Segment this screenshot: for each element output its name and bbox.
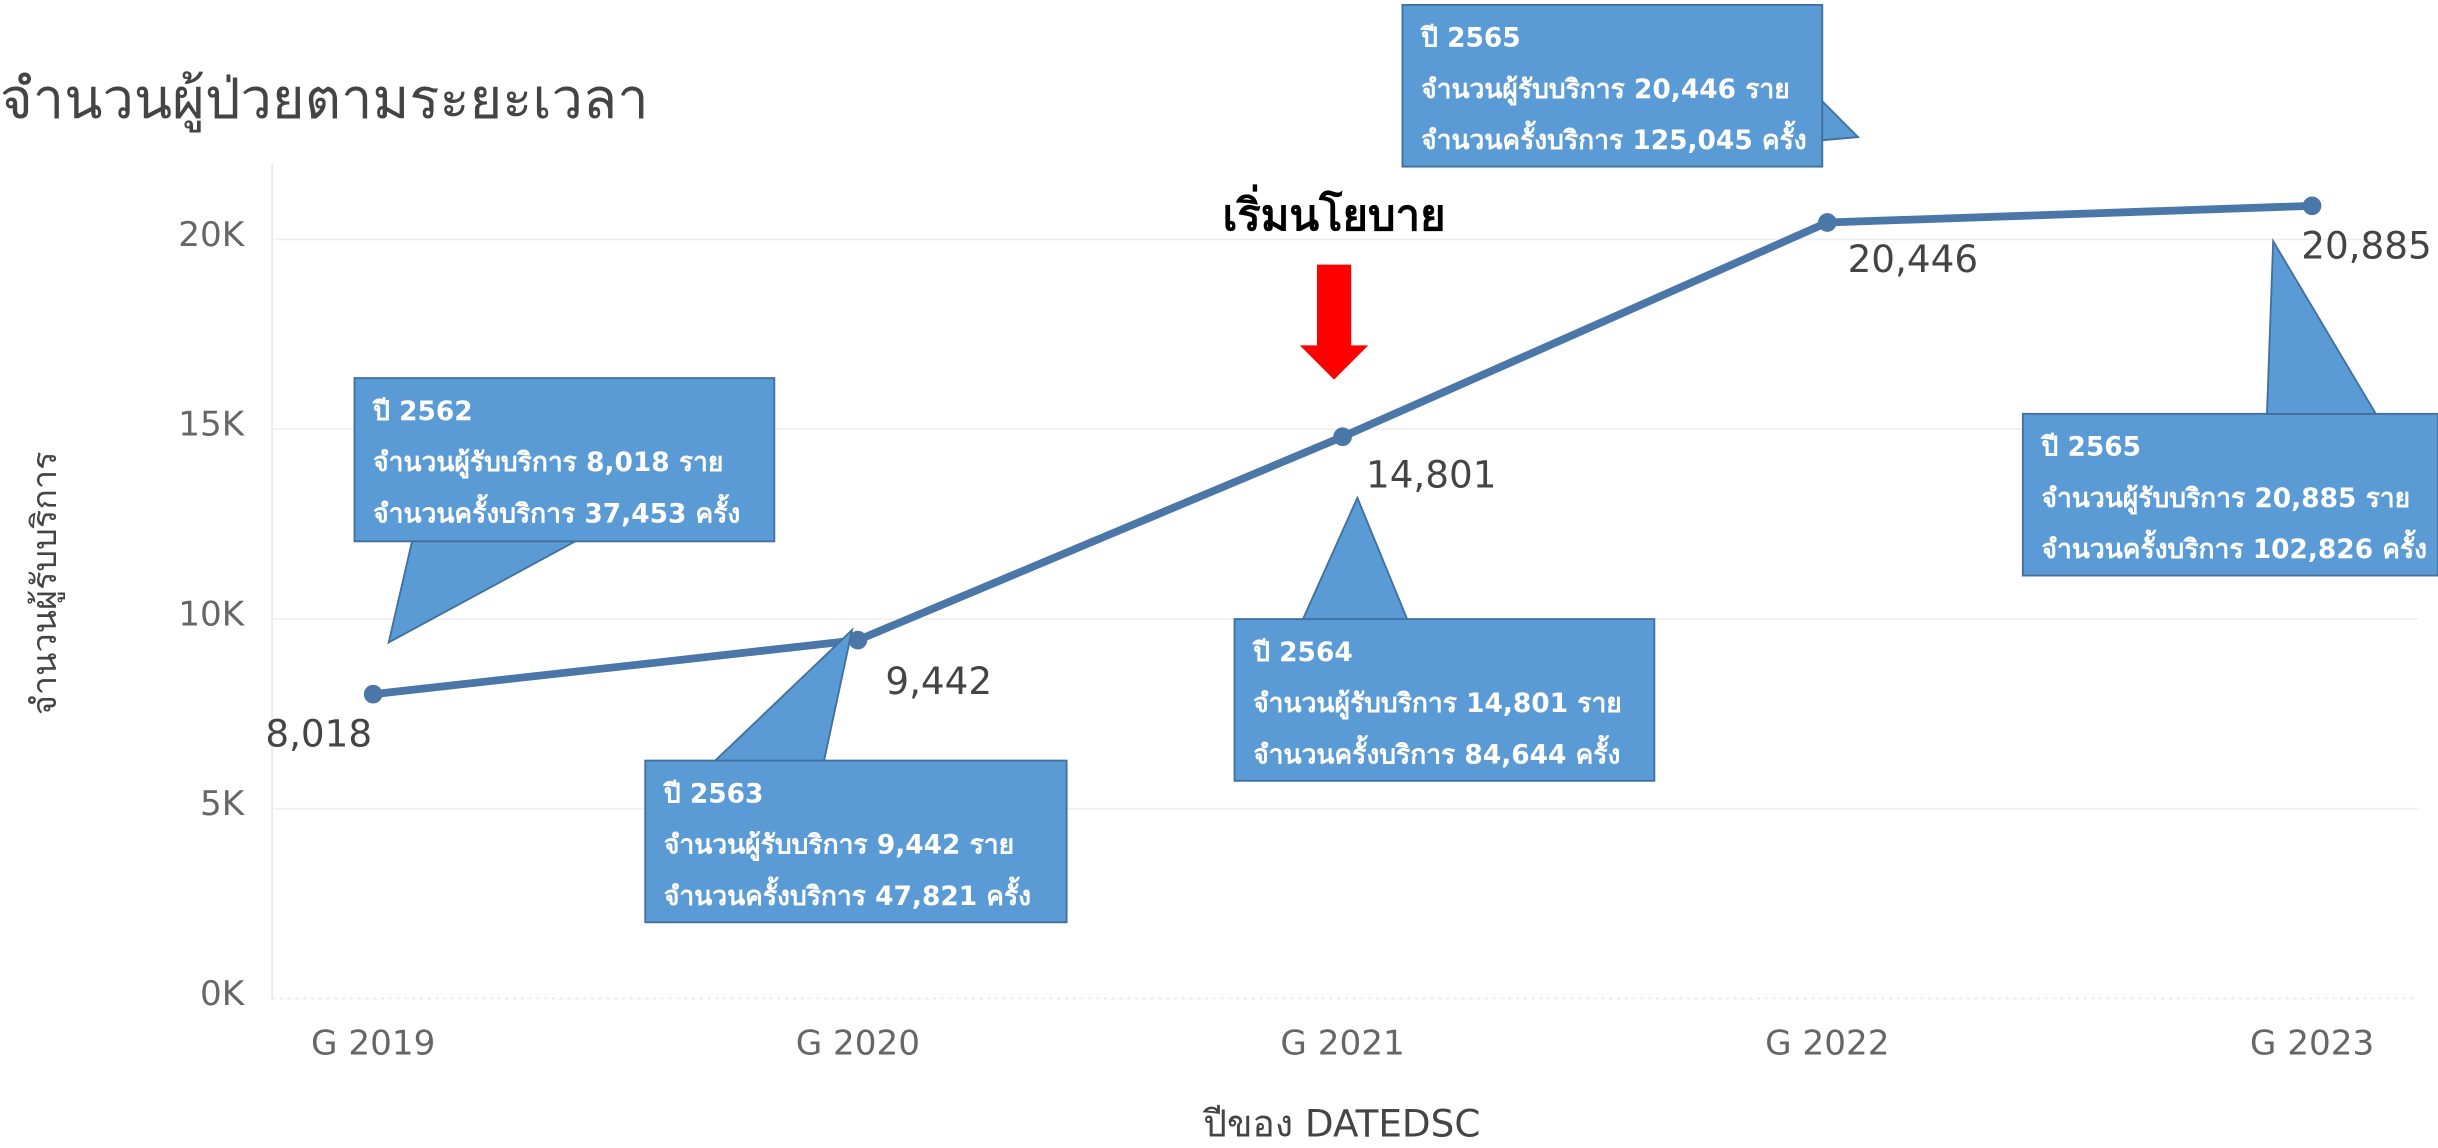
point xyxy=(1333,427,1352,447)
policy-arrow xyxy=(1299,264,1369,380)
chart-title: จำนวนผู้ป่วยตามระยะเวลา xyxy=(0,67,649,133)
x-tick-label: G 2021 xyxy=(1280,1024,1404,1064)
callout-text: จำนวนครั้งบริการ 125,045 ครั้ง xyxy=(1421,120,1807,156)
callout-text: ปี 2563 xyxy=(662,778,763,809)
callout-tail xyxy=(1821,99,1861,142)
data-label: 20,885 xyxy=(2301,223,2432,267)
data-label: 8,018 xyxy=(265,712,372,756)
callout-cover xyxy=(1404,6,1821,166)
point xyxy=(848,630,868,650)
callout-text: จำนวนผู้รับบริการ 20,446 ราย xyxy=(1421,74,1790,106)
x-axis-label: ปีของ DATEDSC xyxy=(1202,1101,1480,1145)
callout-text: จำนวนผู้รับบริการ 14,801 ราย xyxy=(1253,688,1622,720)
y-tick-label: 20K xyxy=(178,215,246,255)
point xyxy=(2302,196,2322,216)
callout-tail xyxy=(1301,495,1409,621)
callout-text: จำนวนผู้รับบริการ 8,018 ราย xyxy=(373,447,723,479)
callout-text: ปี 2562 xyxy=(371,396,472,427)
callout-tail xyxy=(2265,238,2378,415)
x-tick-label: G 2023 xyxy=(2250,1024,2374,1064)
y-tick-label: 15K xyxy=(178,405,246,445)
policy-label: เริ่มนโยบาย xyxy=(1223,184,1446,241)
point xyxy=(1818,213,1837,232)
callout-cover xyxy=(2024,415,2437,574)
y-axis-label: จำนวนผู้รับบริการ xyxy=(25,452,65,716)
callout-tail xyxy=(712,627,854,762)
x-tick-label: G 2019 xyxy=(311,1024,435,1064)
callout-cover xyxy=(356,379,773,540)
callout-text: ปี 2565 xyxy=(2040,432,2141,463)
x-tick-label: G 2020 xyxy=(796,1024,920,1064)
point xyxy=(363,684,383,704)
callout-cover xyxy=(1236,620,1653,780)
callout-text: จำนวนครั้งบริการ 47,821 ครั้ง xyxy=(664,876,1031,912)
data-label: 20,446 xyxy=(1848,237,1979,281)
y-tick-label: 0K xyxy=(200,974,246,1014)
callout-text: จำนวนครั้งบริการ 84,644 ครั้ง xyxy=(1253,734,1620,770)
callout-text: จำนวนครั้งบริการ 102,826 ครั้ง xyxy=(2042,529,2428,565)
x-tick-label: G 2022 xyxy=(1765,1024,1889,1064)
callout-tail xyxy=(387,540,576,645)
data-label: 14,801 xyxy=(1366,453,1497,497)
callout-cover xyxy=(646,762,1066,921)
callout-text: ปี 2565 xyxy=(1419,23,1520,54)
callout-text: จำนวนครั้งบริการ 37,453 ครั้ง xyxy=(373,493,740,529)
callout-text: ปี 2564 xyxy=(1251,637,1352,668)
y-tick-label: 5K xyxy=(200,784,246,824)
data-label: 9,442 xyxy=(885,659,992,703)
callout-text: จำนวนผู้รับบริการ 20,885 ราย xyxy=(2042,483,2411,515)
callout-text: จำนวนผู้รับบริการ 9,442 ราย xyxy=(664,830,1014,862)
y-tick-label: 10K xyxy=(178,594,246,634)
